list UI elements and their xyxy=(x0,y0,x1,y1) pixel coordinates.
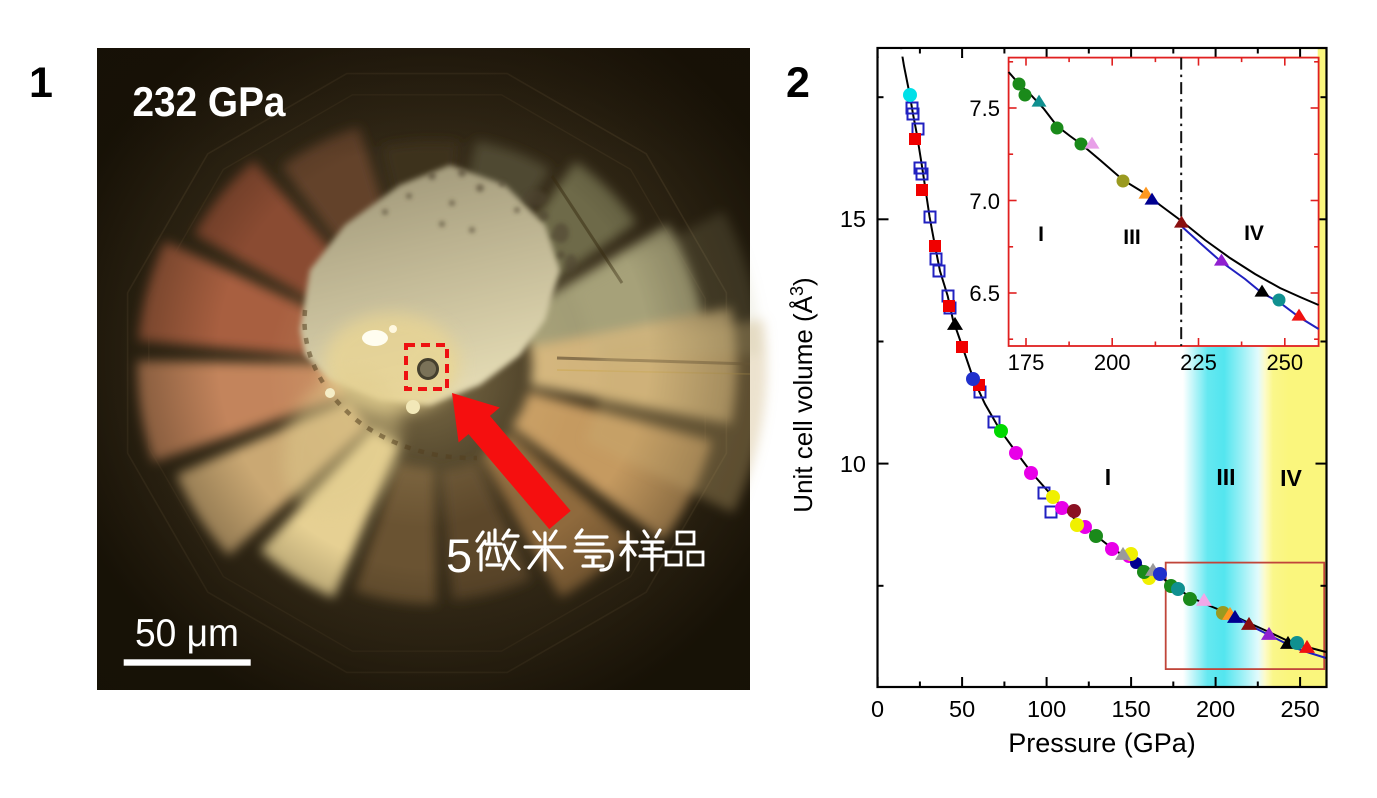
svg-text:6.5: 6.5 xyxy=(969,281,1000,306)
svg-text:7.5: 7.5 xyxy=(969,96,1000,121)
svg-text:100: 100 xyxy=(1027,696,1066,722)
svg-text:2: 2 xyxy=(786,59,810,107)
svg-text:200: 200 xyxy=(1094,350,1131,375)
svg-text:III: III xyxy=(1123,226,1141,249)
svg-text:200: 200 xyxy=(1196,696,1235,722)
svg-text:Unit cell volume (Å3): Unit cell volume (Å3) xyxy=(787,277,818,512)
svg-text:I: I xyxy=(1038,223,1044,246)
svg-text:10: 10 xyxy=(840,451,866,477)
svg-text:15: 15 xyxy=(840,206,866,232)
svg-text:5: 5 xyxy=(446,529,472,582)
svg-text:225: 225 xyxy=(1180,350,1217,375)
svg-text:250: 250 xyxy=(1280,696,1319,722)
svg-text:III: III xyxy=(1216,464,1235,490)
svg-text:175: 175 xyxy=(1008,350,1045,375)
svg-text:Pressure (GPa): Pressure (GPa) xyxy=(1008,728,1196,758)
svg-text:150: 150 xyxy=(1111,696,1150,722)
svg-text:232 GPa: 232 GPa xyxy=(133,78,287,125)
svg-text:7.0: 7.0 xyxy=(969,189,1000,214)
svg-text:50: 50 xyxy=(949,696,975,722)
svg-text:IV: IV xyxy=(1280,465,1302,491)
svg-text:1: 1 xyxy=(29,59,53,107)
svg-text:I: I xyxy=(1105,464,1111,490)
svg-text:250: 250 xyxy=(1266,350,1303,375)
svg-text:0: 0 xyxy=(871,696,884,722)
svg-text:IV: IV xyxy=(1244,222,1264,245)
svg-text:50 μm: 50 μm xyxy=(135,612,239,655)
